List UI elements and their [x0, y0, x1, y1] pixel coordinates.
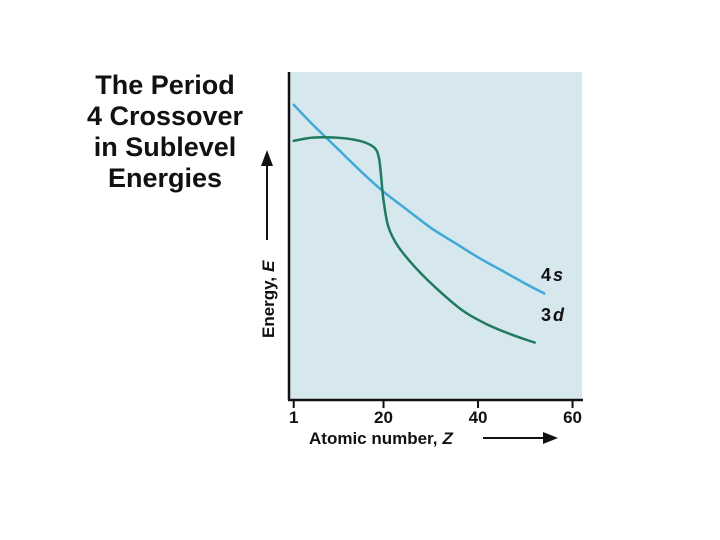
plot-background: [289, 72, 582, 400]
x-tick-label-1: 1: [289, 408, 298, 427]
title-line-1: The Period: [95, 70, 235, 100]
chart-title: The Period 4 Crossover in Sublevel Energ…: [87, 70, 244, 193]
series-label-3d-letter: d: [553, 305, 565, 325]
y-axis-arrow-icon: [261, 150, 273, 166]
series-line-4s: [292, 103, 546, 295]
y-axis-label-var: E: [259, 260, 278, 272]
y-axis-label: Energy, E: [259, 150, 278, 338]
x-axis-label-words: Atomic number,: [309, 429, 437, 448]
x-axis-label: Atomic number, Z: [309, 429, 558, 448]
x-tick-layer: 1 20 40 60: [289, 400, 582, 427]
y-axis-label-words: Energy,: [259, 277, 278, 338]
x-tick-label-20: 20: [374, 408, 393, 427]
title-line-3: in Sublevel: [94, 132, 237, 162]
series-label-3d-num: 3: [541, 305, 551, 325]
x-axis-arrow-icon: [543, 432, 558, 444]
series-layer: [292, 103, 546, 344]
x-axis-label-var: Z: [441, 429, 453, 448]
y-axis-label-text: Energy, E: [259, 260, 278, 338]
x-tick-label-60: 60: [563, 408, 582, 427]
title-line-2: 4 Crossover: [87, 101, 244, 131]
title-line-4: Energies: [108, 163, 222, 193]
series-label-4s-num: 4: [541, 265, 551, 285]
series-label-4s-letter: s: [553, 265, 563, 285]
x-axis-label-text: Atomic number, Z: [309, 429, 453, 448]
series-line-3d: [292, 135, 536, 344]
x-tick-label-40: 40: [469, 408, 488, 427]
